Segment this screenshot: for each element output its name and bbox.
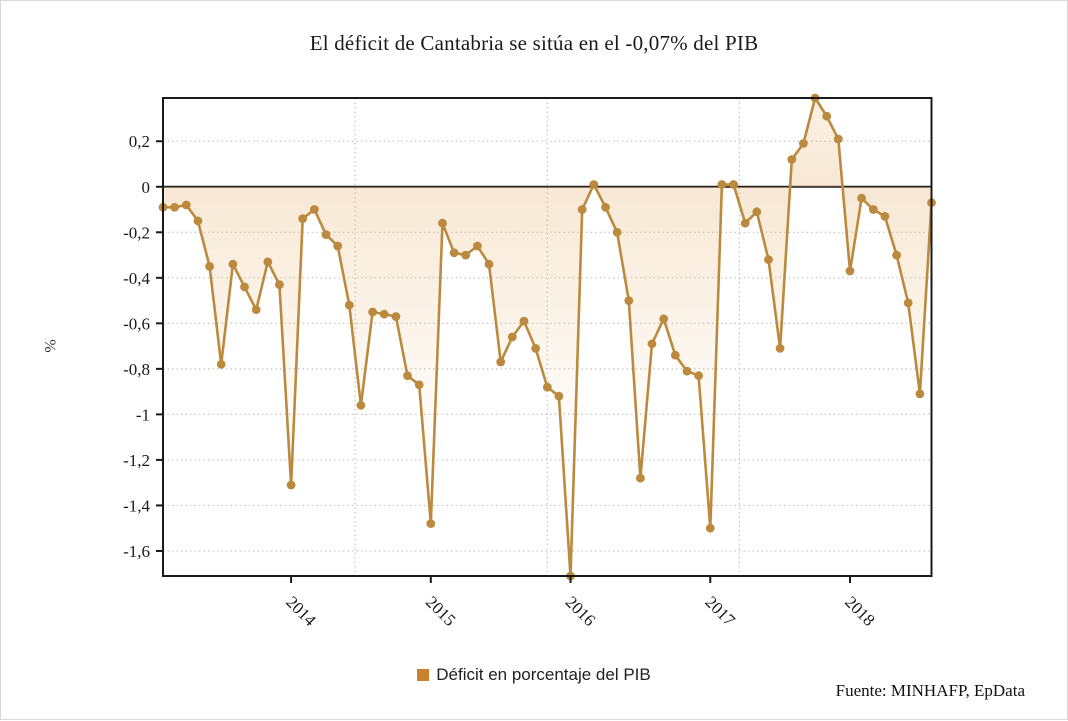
data-point <box>764 255 773 264</box>
data-point <box>833 134 843 144</box>
data-point <box>438 218 447 228</box>
data-point <box>554 391 564 401</box>
data-point <box>426 519 436 528</box>
data-point <box>344 300 354 310</box>
data-point <box>519 316 529 326</box>
source-text: Fuente: MINHAFP, EpData <box>835 681 1025 700</box>
data-point <box>915 389 925 399</box>
legend-label: Déficit en porcentaje del PIB <box>436 665 651 684</box>
data-point <box>903 298 913 308</box>
data-point <box>729 180 738 189</box>
data-point <box>263 257 273 267</box>
y-tick-label: 0,2 <box>129 132 150 151</box>
data-point <box>205 262 215 271</box>
data-point <box>473 241 482 251</box>
data-point <box>589 180 599 189</box>
data-point <box>868 205 878 214</box>
data-point <box>775 344 785 353</box>
data-point <box>240 282 249 292</box>
data-point <box>740 218 750 228</box>
data-point <box>286 480 296 490</box>
data-point <box>682 366 692 376</box>
data-point <box>531 344 540 353</box>
data-point <box>752 207 762 217</box>
data-point <box>484 259 494 269</box>
x-tick-label: 2017 <box>701 592 739 630</box>
data-point <box>577 205 587 214</box>
data-point <box>391 312 401 321</box>
data-point <box>170 202 180 212</box>
data-point <box>601 202 610 212</box>
data-point <box>321 230 331 240</box>
data-point <box>333 241 343 251</box>
data-point <box>845 266 855 276</box>
legend-swatch-icon <box>417 669 430 681</box>
data-point <box>310 205 319 214</box>
data-point <box>659 314 669 324</box>
y-tick-label: -1,4 <box>123 496 150 515</box>
plot-border <box>162 97 933 577</box>
data-point <box>414 380 424 390</box>
chart-title: El déficit de Cantabria se sitúa en el -… <box>309 31 759 55</box>
data-point <box>403 371 412 381</box>
data-point <box>705 523 715 533</box>
y-tick-label: -1,6 <box>123 542 150 561</box>
data-point <box>647 339 657 349</box>
y-tick-label: -1 <box>136 405 150 424</box>
series-area <box>163 98 932 576</box>
data-point <box>368 307 377 317</box>
data-point <box>251 305 261 315</box>
data-point <box>636 473 645 483</box>
x-tick-label: 2014 <box>282 592 320 630</box>
y-tick-label: -0,4 <box>123 269 150 288</box>
data-point <box>193 216 203 226</box>
data-point <box>461 250 471 260</box>
data-point <box>717 180 727 189</box>
data-point <box>356 400 366 410</box>
data-point <box>787 155 797 164</box>
data-point <box>822 111 832 121</box>
data-point <box>298 214 308 224</box>
data-point <box>216 359 226 369</box>
data-point <box>857 193 866 203</box>
data-point <box>379 309 389 319</box>
data-point <box>892 250 901 260</box>
y-tick-label: 0 <box>142 178 151 197</box>
data-point <box>612 227 622 237</box>
y-tick-label: -0,2 <box>123 223 150 242</box>
x-tick-label: 2015 <box>422 592 459 629</box>
y-tick-label: -0,6 <box>123 314 150 333</box>
legend: Déficit en porcentaje del PIB <box>1 665 1067 685</box>
y-tick-label: -0,8 <box>123 360 150 379</box>
data-point <box>670 350 680 360</box>
data-point <box>275 280 284 289</box>
x-tick-label: 2016 <box>562 592 599 629</box>
data-point <box>799 139 808 148</box>
data-point <box>496 357 506 367</box>
data-point <box>507 332 517 342</box>
data-point <box>694 371 703 381</box>
data-point <box>449 248 459 258</box>
data-point <box>181 200 191 210</box>
data-point <box>880 212 890 221</box>
x-tick-label: 2018 <box>841 592 878 629</box>
data-point <box>624 296 634 305</box>
data-point <box>542 382 552 392</box>
data-point <box>228 259 238 269</box>
y-tick-label: -1,2 <box>123 451 150 470</box>
